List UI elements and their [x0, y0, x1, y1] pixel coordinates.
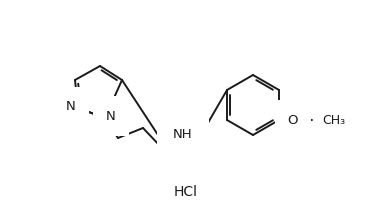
Text: CH₃: CH₃ [322, 114, 345, 126]
Text: HCl: HCl [174, 185, 198, 199]
Text: N: N [106, 109, 116, 122]
Text: O: O [288, 114, 298, 126]
Text: NH: NH [173, 128, 193, 142]
Text: N: N [66, 101, 76, 114]
